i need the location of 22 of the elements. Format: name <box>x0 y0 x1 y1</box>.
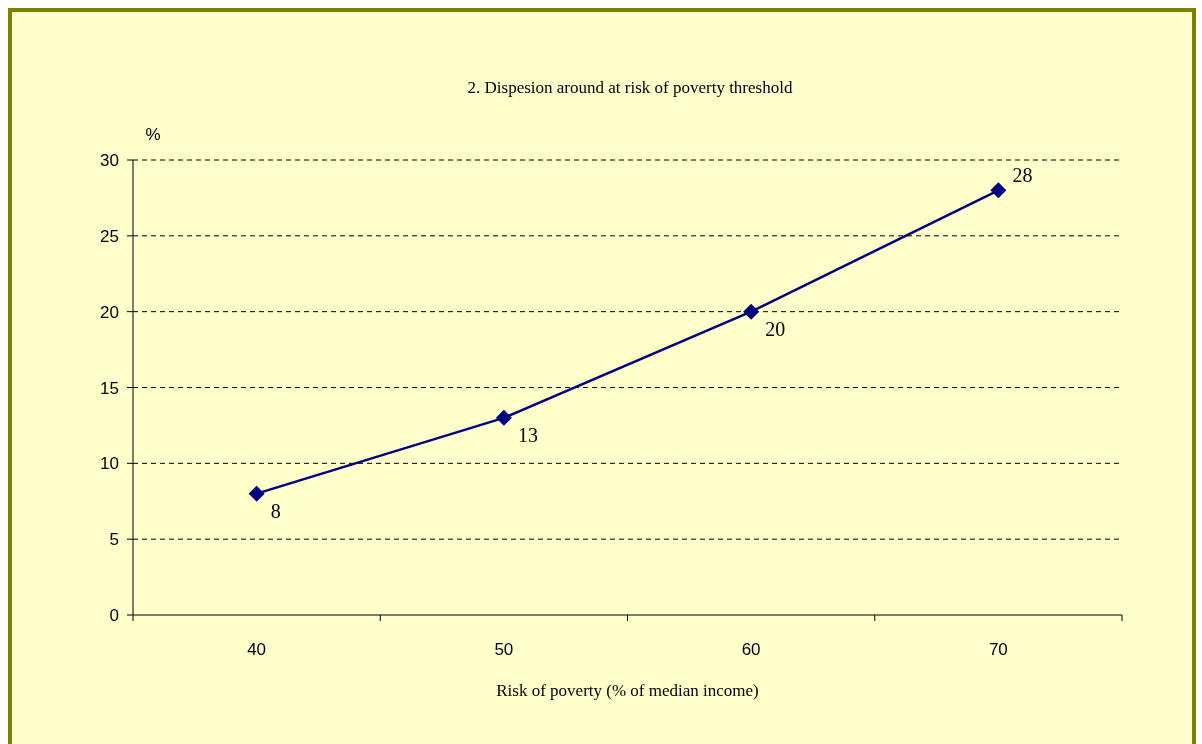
data-label: 20 <box>765 317 786 340</box>
y-tick-label: 10 <box>100 454 119 474</box>
data-label: 8 <box>270 499 281 522</box>
x-tick-label: 70 <box>988 640 1008 659</box>
point <box>990 182 1007 199</box>
x-tick-label: 50 <box>494 640 514 659</box>
y-axis-title: % <box>145 125 161 144</box>
y-tick-label: 5 <box>109 530 119 550</box>
point <box>248 485 265 502</box>
point <box>495 409 512 426</box>
y-tick-label: 0 <box>109 606 119 625</box>
data-label: 13 <box>517 423 538 446</box>
x-axis-title: Risk of poverty (% of median income) <box>496 681 759 700</box>
point <box>743 303 760 320</box>
y-tick-label: 15 <box>100 378 119 398</box>
chart-title: 2. Dispesion around at risk of poverty threshold <box>467 78 793 97</box>
data-label: 28 <box>1012 164 1033 187</box>
y-tick-label: 30 <box>100 151 119 170</box>
y-tick-label: 20 <box>100 302 119 322</box>
x-tick-label: 60 <box>741 640 761 659</box>
y-tick-label: 25 <box>100 226 119 246</box>
x-tick-label: 40 <box>247 640 267 659</box>
